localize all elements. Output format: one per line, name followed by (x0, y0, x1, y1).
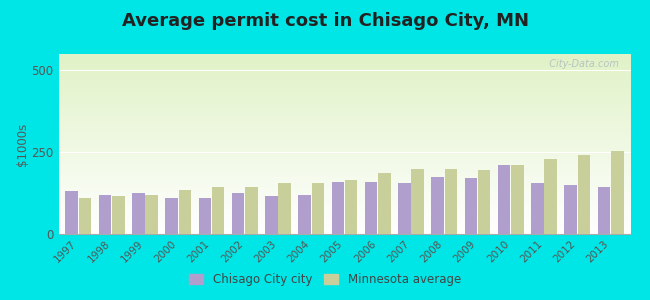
Bar (278, 183, 291, 234)
Bar (597, 187, 610, 234)
Bar (212, 187, 224, 234)
Text: Average permit cost in Chisago City, MN: Average permit cost in Chisago City, MN (122, 12, 528, 30)
Bar (365, 182, 378, 234)
Bar (232, 193, 244, 234)
Bar (531, 183, 543, 234)
Bar (112, 196, 125, 234)
Legend: Chisago City city, Minnesota average: Chisago City city, Minnesota average (185, 269, 465, 291)
Bar (378, 173, 391, 234)
Bar (332, 182, 344, 234)
Bar (564, 185, 577, 234)
Bar (511, 165, 524, 234)
Bar (179, 190, 191, 234)
Bar (578, 155, 590, 234)
Bar (245, 187, 257, 234)
Bar (298, 195, 311, 234)
Bar (265, 196, 278, 234)
Bar (611, 151, 623, 234)
Bar (198, 198, 211, 234)
Bar (165, 198, 178, 234)
Bar (465, 178, 477, 234)
Y-axis label: $1000s: $1000s (16, 122, 29, 166)
Bar (445, 169, 457, 234)
Bar (432, 177, 444, 234)
Bar (99, 195, 111, 234)
Bar (345, 180, 358, 234)
Bar (544, 159, 557, 234)
Bar (498, 165, 510, 234)
Bar (311, 183, 324, 234)
Bar (411, 169, 424, 234)
Bar (478, 170, 491, 234)
Text: City-Data.com: City-Data.com (543, 59, 619, 69)
Bar (66, 191, 78, 234)
Bar (146, 195, 158, 234)
Bar (132, 193, 145, 234)
Bar (79, 198, 92, 234)
Bar (398, 183, 411, 234)
